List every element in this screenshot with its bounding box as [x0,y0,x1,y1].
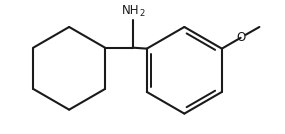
Text: 2: 2 [139,9,145,18]
Text: NH: NH [122,4,139,17]
Text: O: O [236,31,245,44]
